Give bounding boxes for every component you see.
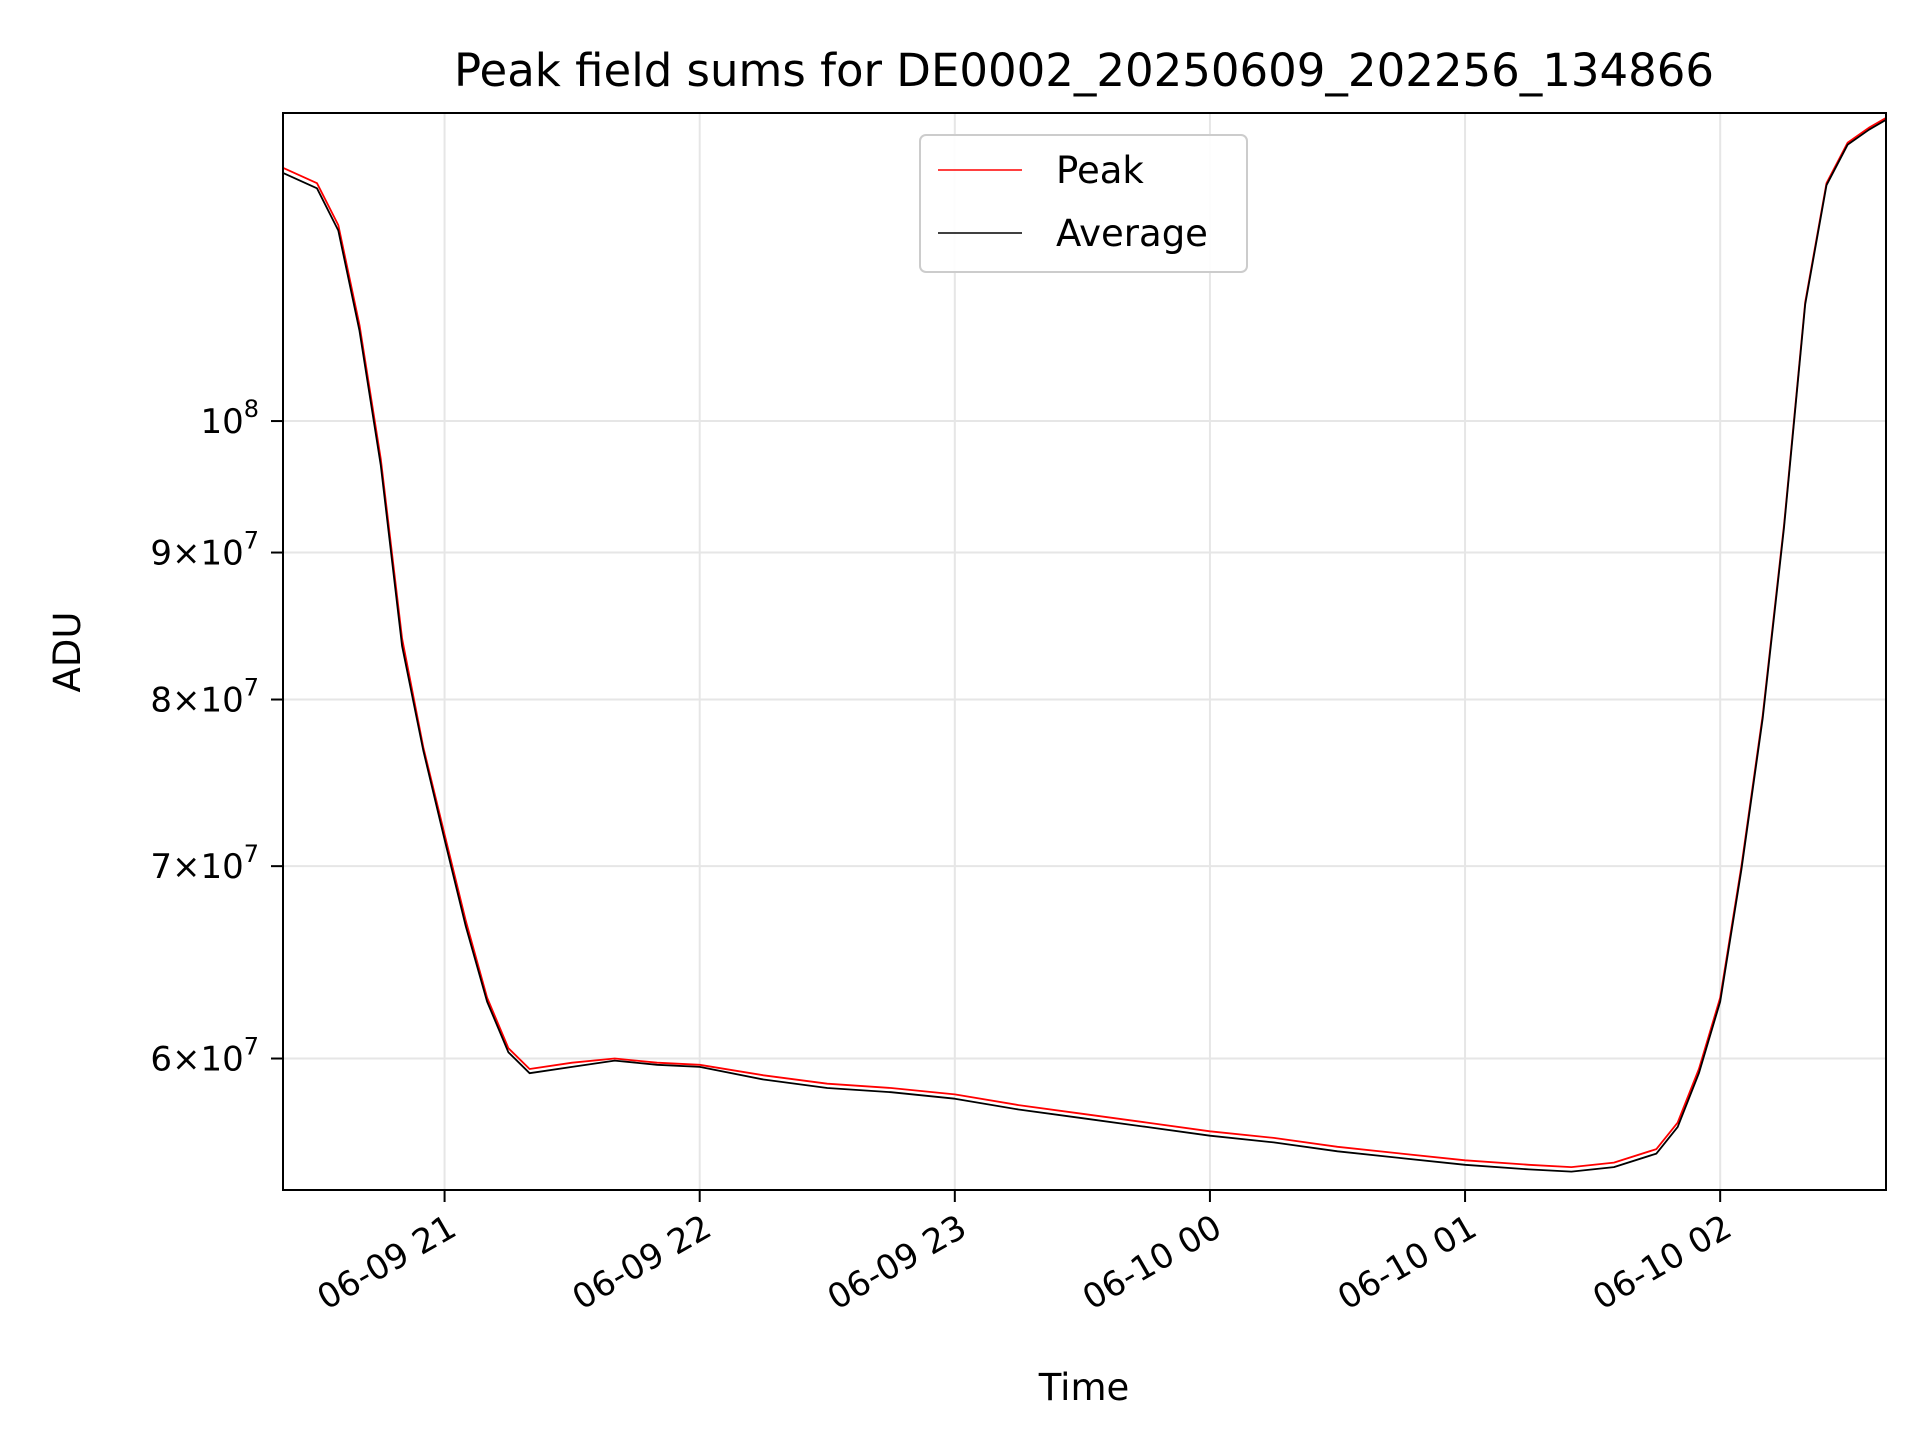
- series-lines: [282, 117, 1887, 1173]
- plot-frame: [282, 112, 1887, 1191]
- series-line-average: [282, 119, 1887, 1173]
- y-tick-label: 9×107: [150, 527, 259, 574]
- y-tick-label: 8×107: [150, 674, 259, 721]
- y-tick-label: 6×107: [150, 1033, 259, 1080]
- legend-label-average: Average: [1056, 212, 1208, 255]
- y-axis-ticks: 108 9×107 8×107 7×107 6×107: [150, 395, 283, 1080]
- legend-label-peak: Peak: [1056, 149, 1144, 192]
- chart-title: Peak field sums for DE0002_20250609_2022…: [454, 44, 1714, 97]
- x-axis-label: Time: [1038, 1366, 1130, 1409]
- y-tick-label: 7×107: [150, 840, 259, 887]
- grid-lines: [283, 113, 1886, 1190]
- y-axis-label: ADU: [46, 612, 89, 693]
- y-tick-label: 108: [200, 395, 259, 442]
- chart-legend: Peak Average: [919, 134, 1248, 273]
